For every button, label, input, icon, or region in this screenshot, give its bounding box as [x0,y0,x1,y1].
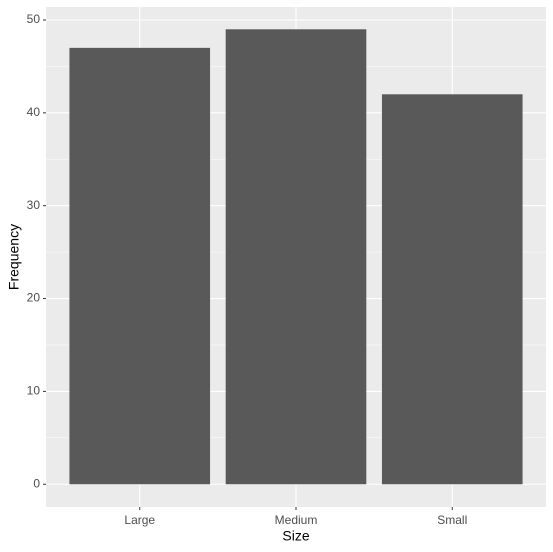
x-tick-label: Large [124,513,155,527]
bar [225,29,367,485]
x-tick-label: Medium [275,513,318,527]
y-tick-label: 0 [33,476,40,490]
bar [69,47,211,485]
x-axis-title: Size [282,528,309,544]
x-tick-label: Small [437,513,467,527]
y-tick-label: 10 [27,384,41,398]
y-tick-label: 30 [27,198,41,212]
y-tick-label: 20 [27,291,41,305]
y-tick-label: 50 [27,12,41,26]
bar [381,94,523,485]
y-tick-label: 40 [27,105,41,119]
y-axis-title: Frequency [6,224,22,290]
